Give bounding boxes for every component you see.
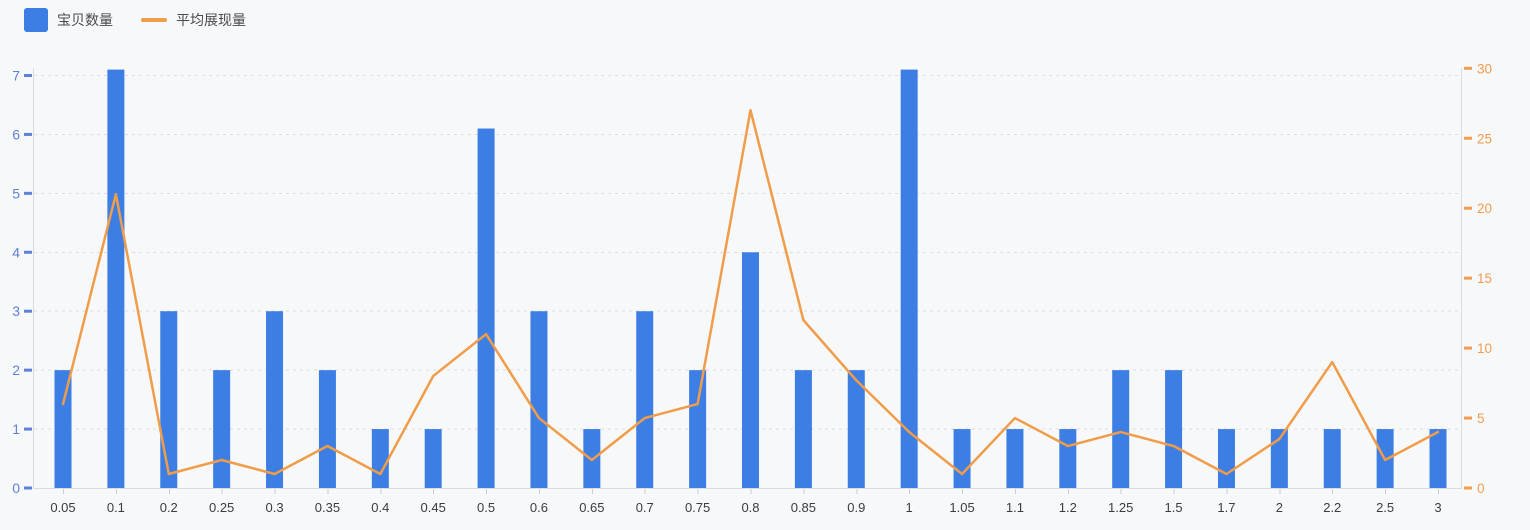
x-axis-label: 0.35 (315, 500, 340, 515)
left-axis-label: 2 (12, 362, 20, 378)
right-axis-label: 20 (1477, 201, 1492, 216)
left-axis-label: 3 (12, 303, 20, 319)
bar[interactable] (477, 128, 495, 489)
x-axis-label: 0.7 (636, 500, 654, 515)
x-axis-label: 1 (906, 500, 913, 515)
left-axis-tick (24, 191, 32, 195)
bar[interactable] (1006, 429, 1024, 488)
x-axis-label: 1.1 (1006, 500, 1024, 515)
x-axis-label: 2 (1276, 500, 1283, 515)
legend-item-bar-series[interactable]: 宝贝数量 (24, 8, 113, 32)
left-axis-label: 1 (12, 421, 20, 437)
right-axis-tick (1464, 486, 1472, 490)
x-axis-label: 0.1 (107, 500, 125, 515)
right-axis-tick (1464, 276, 1472, 280)
right-axis-label: 30 (1477, 61, 1492, 76)
x-axis-label: 1.25 (1108, 500, 1133, 515)
x-axis-label: 0.45 (421, 500, 446, 515)
right-axis-tick (1464, 136, 1472, 140)
bar[interactable] (160, 311, 178, 488)
bar[interactable] (689, 370, 707, 488)
right-axis-tick (1464, 66, 1472, 70)
bar[interactable] (847, 370, 865, 488)
x-axis-label: 0.9 (847, 500, 865, 515)
right-axis-label: 5 (1477, 411, 1485, 426)
bar[interactable] (424, 429, 442, 488)
x-axis-label: 0.05 (50, 500, 75, 515)
right-axis-tick (1464, 206, 1472, 210)
legend-item-line-series[interactable]: 平均展现量 (141, 8, 246, 32)
x-axis-label: 0.8 (741, 500, 759, 515)
left-axis-tick (24, 368, 32, 372)
bar[interactable] (742, 252, 760, 488)
left-axis-label: 6 (12, 126, 20, 142)
x-axis-label: 0.65 (579, 500, 604, 515)
bar[interactable] (530, 311, 548, 488)
x-axis-label: 3 (1434, 500, 1441, 515)
x-axis-label: 0.2 (160, 500, 178, 515)
left-axis-tick (24, 250, 32, 254)
bar[interactable] (1323, 429, 1341, 488)
bar[interactable] (1165, 370, 1183, 488)
right-axis-label: 15 (1477, 271, 1492, 286)
left-axis-tick (24, 132, 32, 136)
bar[interactable] (213, 370, 231, 488)
bar[interactable] (1217, 429, 1235, 488)
bar[interactable] (318, 370, 336, 488)
x-axis-label: 1.2 (1059, 500, 1077, 515)
x-axis-label: 0.85 (791, 500, 816, 515)
x-axis-label: 1.7 (1217, 500, 1235, 515)
bar[interactable] (1270, 429, 1288, 488)
left-axis-tick (24, 73, 32, 77)
bar[interactable] (636, 311, 654, 488)
left-axis-tick (24, 309, 32, 313)
x-axis-label: 2.2 (1323, 500, 1341, 515)
bar[interactable] (953, 429, 971, 488)
bar[interactable] (1429, 429, 1447, 488)
right-axis-tick (1464, 346, 1472, 350)
x-axis-label: 0.75 (685, 500, 710, 515)
legend-label-line-series: 平均展现量 (176, 12, 246, 28)
x-axis-label: 0.4 (371, 500, 389, 515)
x-axis-label: 2.5 (1376, 500, 1394, 515)
bar[interactable] (1059, 429, 1077, 488)
right-axis-label: 10 (1477, 341, 1492, 356)
x-axis-label: 1.05 (949, 500, 974, 515)
bar[interactable] (54, 370, 72, 488)
x-axis-label: 0.5 (477, 500, 495, 515)
right-axis-label: 0 (1477, 481, 1485, 496)
left-axis-label: 7 (12, 67, 20, 83)
legend-label-bar-series: 宝贝数量 (57, 12, 113, 28)
line-series[interactable] (61, 109, 1440, 476)
right-axis-tick (1464, 416, 1472, 420)
bar[interactable] (794, 370, 812, 488)
line-series-swatch-icon (141, 18, 167, 22)
bar[interactable] (1112, 370, 1130, 488)
left-axis-label: 5 (12, 185, 20, 201)
x-axis-label: 0.6 (530, 500, 548, 515)
x-axis-label: 1.5 (1165, 500, 1183, 515)
right-axis-label: 25 (1477, 131, 1492, 146)
chart-legend: 宝贝数量 平均展现量 (24, 8, 246, 32)
bar[interactable] (900, 69, 918, 489)
left-axis-tick (24, 427, 32, 431)
left-axis-tick (24, 486, 32, 490)
x-axis-label: 0.25 (209, 500, 234, 515)
left-axis-label: 4 (12, 244, 20, 260)
x-axis-label: 0.3 (266, 500, 284, 515)
bar[interactable] (107, 69, 125, 489)
left-axis-label: 0 (12, 480, 20, 496)
bar[interactable] (371, 429, 389, 488)
bar[interactable] (266, 311, 284, 488)
bar-series-swatch-icon (24, 8, 48, 32)
